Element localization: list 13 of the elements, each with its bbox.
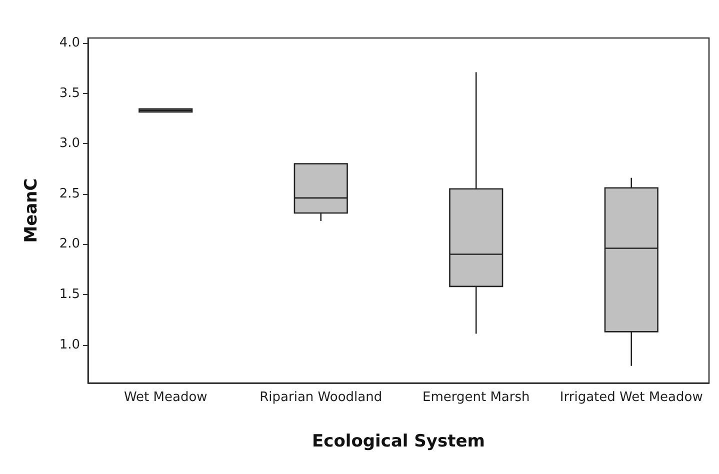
y-tick-label: 3.5: [59, 86, 80, 101]
x-tick-label: Irrigated Wet Meadow: [560, 390, 704, 405]
y-tick-label: 4.0: [59, 36, 80, 51]
y-tick-label: 2.5: [59, 186, 80, 202]
x-axis-title: Ecological System: [312, 432, 485, 452]
y-tick-label: 1.5: [59, 286, 80, 302]
x-tick-label: Riparian Woodland: [260, 390, 382, 405]
y-tick-label: 1.0: [59, 337, 80, 352]
y-tick-label: 2.0: [59, 236, 80, 252]
x-tick-label: Wet Meadow: [124, 390, 208, 405]
y-tick-label: 3.0: [59, 136, 80, 152]
y-axis-title: MeanC: [22, 178, 42, 243]
x-tick-label: Emergent Marsh: [422, 390, 530, 405]
